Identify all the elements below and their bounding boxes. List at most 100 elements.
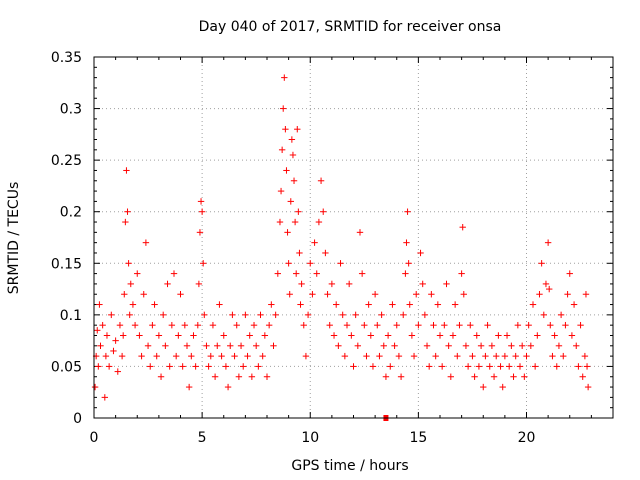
- data-point: [583, 363, 591, 370]
- data-point: [119, 332, 127, 339]
- data-point: [395, 352, 403, 360]
- data-point: [486, 363, 493, 370]
- data-point: [116, 321, 124, 329]
- data-point: [441, 321, 448, 329]
- data-point: [322, 249, 329, 257]
- data-point: [291, 218, 299, 226]
- data-point: [475, 363, 483, 370]
- data-point: [367, 332, 374, 339]
- data-point: [449, 332, 457, 339]
- data-point: [302, 352, 310, 360]
- x-tick-label: 20: [518, 430, 536, 446]
- y-axis-label: SRMTID / TECUs: [6, 182, 22, 295]
- data-point: [410, 352, 418, 360]
- data-point: [529, 301, 537, 308]
- data-point: [430, 321, 437, 329]
- data-point: [286, 291, 293, 298]
- data-point: [214, 342, 221, 349]
- plot-frame: [93, 56, 614, 419]
- data-point: [413, 291, 420, 298]
- data-point: [417, 249, 424, 257]
- data-point: [287, 198, 294, 205]
- data-point: [549, 352, 556, 360]
- data-point: [177, 291, 184, 298]
- data-point: [404, 208, 411, 215]
- data-point: [295, 208, 302, 215]
- data-point: [343, 321, 351, 329]
- data-point: [493, 352, 500, 360]
- data-point: [205, 363, 212, 370]
- data-point: [538, 260, 545, 267]
- data-point: [244, 352, 251, 360]
- data-point: [283, 167, 290, 174]
- data-point: [369, 363, 377, 370]
- data-point: [300, 321, 307, 329]
- data-point: [568, 332, 576, 339]
- data-point: [101, 394, 109, 401]
- data-point: [209, 321, 217, 329]
- data-point: [579, 373, 586, 380]
- data-point: [490, 373, 498, 380]
- data-point: [122, 218, 129, 226]
- data-point: [309, 291, 316, 298]
- data-point: [575, 363, 582, 370]
- data-point: [447, 373, 455, 380]
- data-point: [573, 342, 580, 349]
- data-point: [484, 321, 491, 329]
- data-point: [240, 363, 247, 370]
- data-point: [127, 280, 134, 288]
- data-point: [96, 301, 103, 308]
- y-tick-label: 0.35: [51, 50, 82, 66]
- data-point: [514, 321, 522, 329]
- data-point: [162, 342, 169, 349]
- x-tick-label: 0: [90, 430, 99, 446]
- data-point: [103, 332, 111, 339]
- x-tick-label: 10: [301, 430, 319, 446]
- data-point: [201, 311, 208, 319]
- data-point: [389, 301, 396, 308]
- data-point: [510, 373, 517, 380]
- data-point: [534, 332, 541, 339]
- data-point: [350, 363, 357, 370]
- data-point: [147, 363, 154, 370]
- data-point: [419, 280, 426, 288]
- data-point: [277, 187, 285, 195]
- data-point: [540, 311, 547, 319]
- data-point: [192, 363, 199, 370]
- data-point: [577, 321, 584, 329]
- data-point: [289, 151, 297, 159]
- data-point: [218, 352, 225, 360]
- data-point: [462, 342, 470, 349]
- data-point: [313, 270, 320, 277]
- data-point: [320, 208, 327, 215]
- data-point: [190, 332, 197, 339]
- data-point: [280, 105, 287, 112]
- data-point: [326, 321, 333, 329]
- data-point: [348, 332, 355, 339]
- data-point: [415, 321, 422, 329]
- data-point: [265, 321, 273, 329]
- data-point: [246, 332, 253, 339]
- data-point: [384, 332, 392, 339]
- data-point: [126, 311, 133, 319]
- data-point: [151, 301, 158, 308]
- data-points: [91, 74, 592, 421]
- data-point: [268, 301, 275, 308]
- data-point: [341, 352, 349, 360]
- data-point: [292, 270, 300, 277]
- data-point: [566, 270, 573, 277]
- data-point: [582, 291, 590, 298]
- data-point: [527, 342, 535, 349]
- data-point: [544, 239, 552, 246]
- data-point: [179, 363, 186, 370]
- data-point: [296, 249, 303, 257]
- data-point: [124, 208, 131, 215]
- x-tick-label: 15: [409, 430, 427, 446]
- data-point: [250, 321, 258, 329]
- data-point: [358, 270, 366, 277]
- data-point: [391, 342, 398, 349]
- data-point: [207, 352, 214, 360]
- data-point: [423, 342, 431, 349]
- data-point: [172, 352, 180, 360]
- data-point: [284, 229, 291, 236]
